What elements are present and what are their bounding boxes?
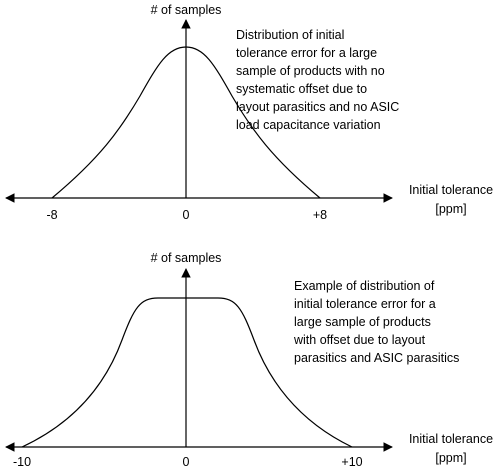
bottom-caption-line: initial tolerance error for a: [294, 297, 436, 311]
top-x-axis-label-line1: Initial tolerance: [409, 183, 493, 197]
bottom-caption-line: with offset due to layout: [293, 333, 426, 347]
bottom-caption-line: parasitics and ASIC parasitics: [294, 351, 459, 365]
top-caption: Distribution of initial tolerance error …: [236, 28, 399, 132]
top-tick-label-center: 0: [183, 208, 190, 222]
bottom-y-axis-label: # of samples: [151, 251, 222, 265]
bottom-tick-label-center: 0: [183, 455, 190, 468]
top-caption-line: Distribution of initial: [236, 28, 344, 42]
bottom-tick-label-left: -10: [13, 455, 31, 468]
top-caption-line: sample of products with no: [236, 64, 385, 78]
bottom-plot: # of samples Initial tolerance [ppm] -10…: [5, 251, 493, 468]
top-tick-label-left: -8: [46, 208, 57, 222]
bottom-caption: Example of distribution of initial toler…: [293, 279, 459, 365]
top-bell-curve: [51, 46, 321, 199]
bottom-caption-line: large sample of products: [294, 315, 431, 329]
bottom-caption-line: Example of distribution of: [294, 279, 435, 293]
top-y-axis-label: # of samples: [151, 3, 222, 17]
top-caption-line: systematic offset due to: [236, 82, 367, 96]
top-caption-line: layout parasitics and no ASIC: [236, 100, 399, 114]
bottom-x-axis-label-line1: Initial tolerance: [409, 432, 493, 446]
top-plot: # of samples Initial tolerance [ppm] -8 …: [5, 3, 493, 222]
top-caption-line: tolerance error for a large: [236, 46, 377, 60]
bottom-x-axis-label-line2: [ppm]: [435, 451, 466, 465]
top-x-axis-label-line2: [ppm]: [435, 202, 466, 216]
top-caption-line: load capacitance variation: [236, 118, 381, 132]
top-tick-label-right: +8: [313, 208, 327, 222]
bottom-tick-label-right: +10: [341, 455, 362, 468]
bottom-flat-top-curve: [21, 297, 353, 448]
